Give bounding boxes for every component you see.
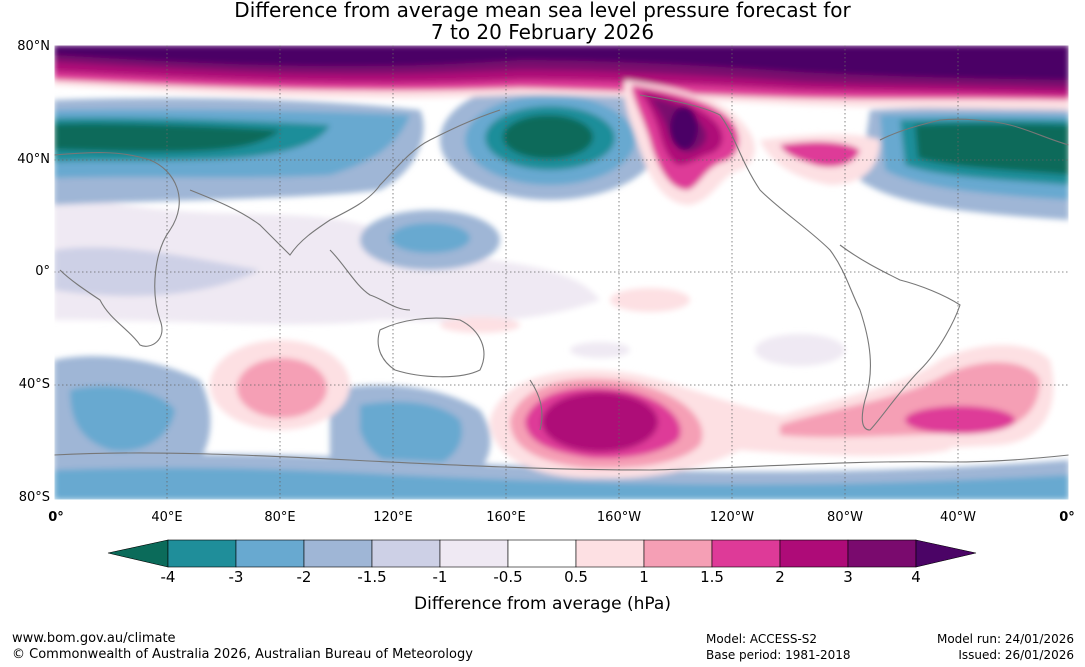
colorbar-cell [847, 539, 917, 568]
lat-label-equator: 0° [35, 264, 50, 279]
lat-label-80n: 80°N [17, 39, 50, 54]
colorbar-cell [643, 539, 713, 568]
lon-label-120e: 120°E [373, 510, 413, 525]
colorbar [107, 539, 977, 568]
colorbar-tick-label: -2 [296, 568, 312, 586]
colorbar-cell [167, 539, 237, 568]
base-period-text: Base period: 1981-2018 [706, 648, 851, 662]
lon-label-160w: 160°W [596, 510, 642, 525]
map-title-line-1: Difference from average mean sea level p… [234, 0, 851, 22]
lat-label-40n: 40°N [17, 152, 50, 167]
colorbar-tick-label: -3 [228, 568, 244, 586]
colorbar-extend-low [107, 539, 169, 568]
lon-label-80w: 80°W [827, 510, 863, 525]
lat-label-40s: 40°S [18, 377, 50, 392]
lat-label-80s: 80°S [18, 490, 50, 505]
map-graticule [54, 45, 1069, 500]
lon-label-80e: 80°E [264, 510, 296, 525]
colorbar-tick-label: 2 [775, 568, 785, 586]
copyright-text: © Commonwealth of Australia 2026, Austra… [12, 647, 473, 662]
colorbar-tick-label: -1.5 [357, 568, 387, 586]
colorbar-tick-label: 4 [911, 568, 921, 586]
lon-label-0-east: 0° [1059, 510, 1075, 525]
website-text: www.bom.gov.au/climate [12, 631, 176, 646]
lon-label-120w: 120°W [709, 510, 755, 525]
colorbar-cell [371, 539, 441, 568]
model-text: Model: ACCESS-S2 [706, 632, 818, 646]
colorbar-cell [779, 539, 849, 568]
colorbar-tick-label: 1.5 [700, 568, 724, 586]
colorbar-tick-label: -1 [432, 568, 448, 586]
colorbar-cell [507, 539, 577, 568]
colorbar-cell [711, 539, 781, 568]
lon-label-160e: 160°E [486, 510, 526, 525]
colorbar-extend-high [915, 539, 977, 568]
lon-label-40w: 40°W [940, 510, 976, 525]
map-title-line-2: 7 to 20 February 2026 [430, 20, 655, 44]
colorbar-tick-label: 3 [843, 568, 853, 586]
colorbar-tick-label: -0.5 [493, 568, 523, 586]
colorbar-title: Difference from average (hPa) [414, 594, 671, 614]
colorbar-tick-label: -4 [160, 568, 176, 586]
colorbar-cell [575, 539, 645, 568]
colorbar-tick-label: 1 [639, 568, 649, 586]
colorbar-tick-label: 0.5 [564, 568, 588, 586]
lon-label-0-west: 0° [48, 510, 64, 525]
colorbar-cell [303, 539, 373, 568]
map-frame [53, 44, 1070, 501]
issued-text: Issued: 26/01/2026 [958, 648, 1074, 662]
coastlines [54, 94, 1069, 471]
colorbar-cell [439, 539, 509, 568]
lon-label-40e: 40°E [151, 510, 183, 525]
colorbar-cell [235, 539, 305, 568]
pressure-anomaly-field [54, 45, 1069, 500]
model-run-text: Model run: 24/01/2026 [936, 632, 1074, 646]
